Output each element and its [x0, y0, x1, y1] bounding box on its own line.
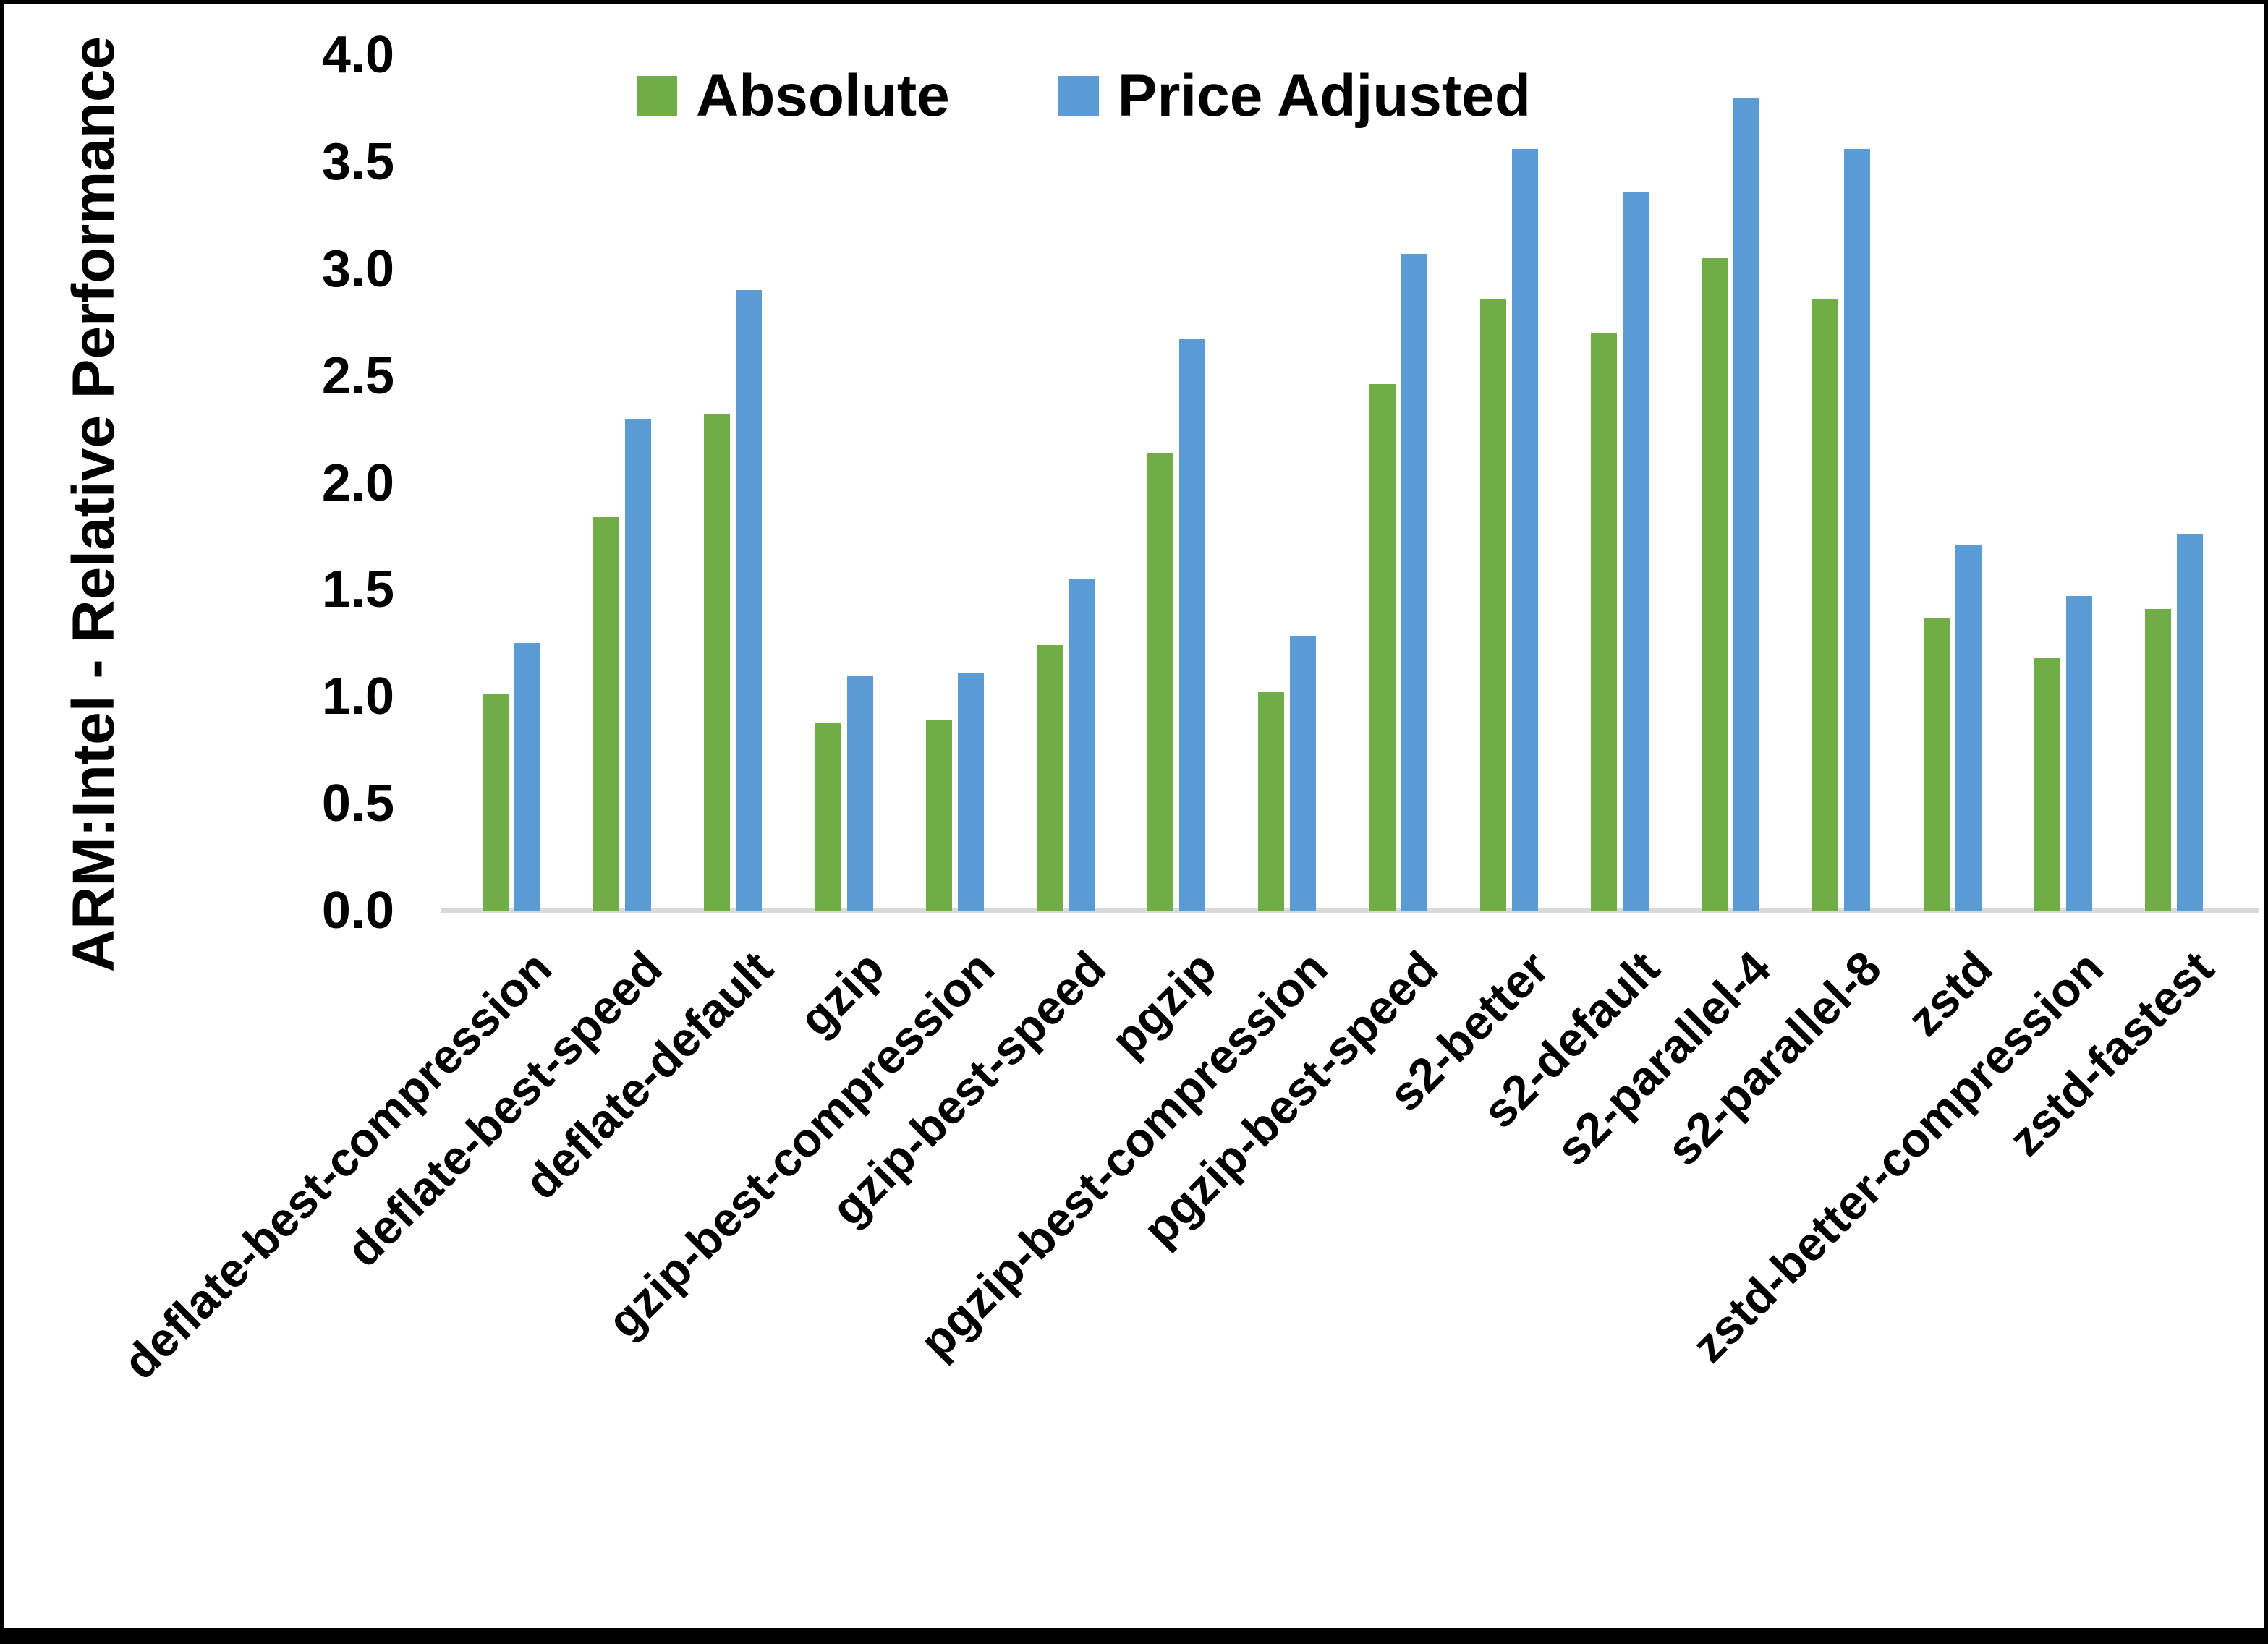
bar-price-adjusted-s2-parallel-8: [1844, 149, 1870, 911]
x-tick-label-deflate-best-compression: deflate-best-compression: [112, 940, 561, 1389]
bar-absolute-s2-better: [1480, 299, 1506, 911]
bar-price-adjusted-pgzip-best-compression: [1290, 636, 1316, 911]
bar-price-adjusted-deflate-best-compression: [514, 643, 540, 911]
y-axis-title: ARM:Intel - Relative Performance: [61, 35, 127, 973]
legend-swatch-price-adjusted: [1058, 76, 1099, 116]
bar-absolute-zstd-fastest: [2145, 609, 2171, 911]
bar-price-adjusted-pgzip-best-speed: [1401, 254, 1427, 911]
y-tick-label-2.5: 2.5: [321, 346, 394, 405]
bar-price-adjusted-s2-default: [1623, 192, 1649, 911]
bar-absolute-deflate-best-speed: [593, 517, 619, 911]
bar-price-adjusted-zstd: [1955, 545, 1982, 911]
bar-absolute-pgzip: [1147, 453, 1173, 911]
bar-absolute-pgzip-best-speed: [1369, 384, 1396, 911]
x-axis-line: [441, 908, 2259, 913]
bar-absolute-s2-parallel-8: [1812, 299, 1838, 911]
bar-price-adjusted-pgzip: [1179, 339, 1205, 911]
legend-label-absolute: Absolute: [696, 63, 950, 129]
legend-label-price-adjusted: Price Adjusted: [1117, 63, 1531, 129]
bar-price-adjusted-gzip: [847, 676, 873, 911]
bar-price-adjusted-gzip-best-speed: [1069, 579, 1095, 911]
y-tick-label-0.0: 0.0: [321, 882, 394, 940]
bar-absolute-gzip-best-compression: [926, 720, 952, 911]
bar-absolute-s2-parallel-4: [1702, 258, 1728, 911]
bar-absolute-s2-default: [1591, 333, 1617, 911]
y-tick-label-2.0: 2.0: [321, 453, 394, 512]
bar-price-adjusted-gzip-best-compression: [958, 673, 984, 911]
bar-price-adjusted-zstd-fastest: [2177, 534, 2203, 911]
bar-absolute-zstd-better-compression: [2034, 658, 2060, 911]
y-tick-label-3.5: 3.5: [321, 132, 394, 191]
y-tick-label-3.0: 3.0: [321, 239, 394, 298]
bar-price-adjusted-s2-parallel-4: [1733, 98, 1759, 911]
y-tick-label-1.5: 1.5: [321, 561, 394, 619]
y-tick-label-1.0: 1.0: [321, 668, 394, 726]
bar-price-adjusted-s2-better: [1512, 149, 1538, 911]
bar-price-adjusted-deflate-best-speed: [625, 419, 651, 911]
y-tick-label-0.5: 0.5: [321, 775, 394, 833]
bar-absolute-deflate-default: [704, 414, 730, 911]
bar-absolute-deflate-best-compression: [483, 694, 509, 911]
bar-absolute-zstd: [1924, 618, 1950, 911]
bar-price-adjusted-deflate-default: [736, 290, 762, 911]
legend: Absolute Price Adjusted: [637, 62, 1531, 130]
bar-absolute-pgzip-best-compression: [1258, 692, 1284, 911]
bar-absolute-gzip-best-speed: [1037, 645, 1063, 911]
bar-price-adjusted-zstd-better-compression: [2066, 596, 2092, 911]
legend-swatch-absolute: [637, 76, 677, 116]
bar-absolute-gzip: [815, 723, 841, 911]
y-tick-label-4.0: 4.0: [321, 26, 394, 84]
